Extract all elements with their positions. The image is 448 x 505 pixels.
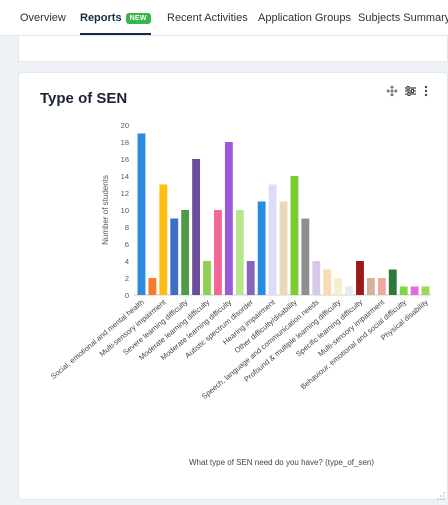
sen-bar-chart: Number of students 0 2 4 6 8 10 12 14 16 18 20 Socia… — [49, 121, 431, 401]
more-vertical-icon[interactable] — [423, 85, 429, 100]
y-tick-label: 8 — [125, 223, 129, 232]
card-title: Type of SEN — [40, 90, 128, 107]
bar[interactable] — [290, 176, 299, 295]
bar[interactable] — [410, 286, 419, 296]
x-axis-title: What type of SEN need do you have? (type… — [189, 458, 375, 467]
y-tick-label: 18 — [121, 138, 129, 147]
y-tick-label: 10 — [121, 206, 129, 215]
settings-sliders-icon[interactable] — [404, 85, 417, 100]
previous-card — [18, 36, 448, 62]
active-tab-indicator — [80, 33, 151, 35]
y-tick-label: 20 — [121, 121, 129, 130]
bar[interactable] — [421, 286, 430, 296]
bar[interactable] — [192, 159, 201, 295]
chart-card: Type of SEN Number of students 0 2 4 6 8 10 12 1… — [18, 72, 448, 500]
y-tick-label: 4 — [125, 257, 129, 266]
tab-label: Reports — [80, 12, 122, 24]
bar[interactable] — [334, 278, 343, 295]
tab-bar: Overview Reports NEW Recent Activities Ap… — [0, 0, 448, 36]
tab-subjects-summary[interactable]: Subjects Summary — [358, 12, 448, 24]
bar[interactable] — [323, 269, 332, 296]
y-tick-label: 16 — [121, 155, 129, 164]
y-tick-label: 2 — [125, 274, 129, 283]
bar[interactable] — [257, 201, 266, 296]
bar[interactable] — [224, 142, 233, 295]
y-tick-label: 14 — [121, 172, 129, 181]
bar[interactable] — [235, 210, 244, 295]
y-axis-title: Number of students — [101, 175, 110, 245]
x-tick-label: Social, emotional and mental health — [49, 298, 146, 381]
bar[interactable] — [159, 184, 168, 296]
bar[interactable] — [148, 278, 157, 295]
bar[interactable] — [399, 286, 408, 296]
y-tick-label: 12 — [121, 189, 129, 198]
bar[interactable] — [356, 261, 364, 295]
tab-overview[interactable]: Overview — [20, 12, 66, 24]
tab-recent-activities[interactable]: Recent Activities — [167, 12, 248, 24]
tab-label: Subjects Summary — [358, 12, 448, 24]
bar[interactable] — [345, 286, 353, 296]
bar[interactable] — [312, 261, 321, 295]
move-icon[interactable] — [386, 85, 398, 100]
bar[interactable] — [377, 278, 386, 295]
bar[interactable] — [366, 278, 375, 295]
bar[interactable] — [137, 133, 146, 296]
bar[interactable] — [203, 261, 211, 295]
y-tick-label: 0 — [125, 291, 129, 300]
bar[interactable] — [214, 210, 222, 295]
tab-reports[interactable]: Reports NEW — [80, 12, 151, 35]
bar[interactable] — [268, 184, 277, 296]
y-tick-label: 6 — [125, 240, 129, 249]
bar[interactable] — [388, 269, 397, 296]
tab-application-groups[interactable]: Application Groups — [258, 12, 351, 24]
tab-label: Recent Activities — [167, 12, 248, 24]
bar[interactable] — [170, 218, 179, 296]
bar[interactable] — [181, 210, 190, 295]
bar[interactable] — [301, 218, 310, 296]
tab-label: Application Groups — [258, 12, 351, 24]
new-badge: NEW — [125, 13, 151, 24]
tab-label: Overview — [20, 12, 66, 24]
bar[interactable] — [279, 201, 288, 296]
resize-handle-icon[interactable] — [437, 487, 445, 500]
bar[interactable] — [246, 261, 255, 295]
